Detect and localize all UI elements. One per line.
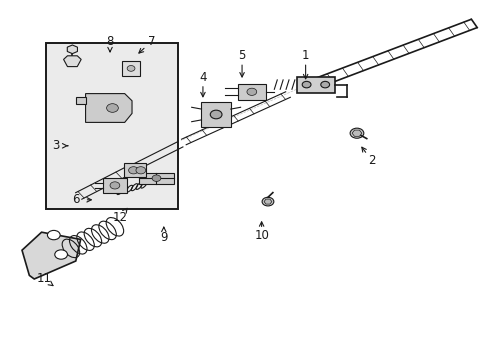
Text: 8: 8 <box>106 35 114 48</box>
Polygon shape <box>139 173 173 184</box>
Circle shape <box>210 110 222 119</box>
Text: 9: 9 <box>160 231 167 244</box>
Circle shape <box>110 182 120 189</box>
Text: 3: 3 <box>52 139 60 152</box>
Text: 12: 12 <box>112 211 127 224</box>
Polygon shape <box>351 130 361 136</box>
Circle shape <box>127 66 135 71</box>
Text: 10: 10 <box>254 229 268 242</box>
Circle shape <box>47 230 60 240</box>
Polygon shape <box>264 199 271 204</box>
Polygon shape <box>102 178 127 193</box>
Polygon shape <box>67 45 77 54</box>
Text: 4: 4 <box>199 71 206 84</box>
Bar <box>46 43 178 209</box>
Polygon shape <box>122 61 140 76</box>
Polygon shape <box>85 94 132 122</box>
Polygon shape <box>296 77 334 93</box>
Circle shape <box>152 175 161 181</box>
Circle shape <box>55 250 67 259</box>
Circle shape <box>302 81 310 88</box>
Circle shape <box>106 104 118 112</box>
Polygon shape <box>63 56 81 67</box>
Polygon shape <box>22 232 81 279</box>
Text: 11: 11 <box>37 273 51 285</box>
Circle shape <box>320 81 329 88</box>
Text: 2: 2 <box>367 154 375 167</box>
Circle shape <box>246 88 256 95</box>
Circle shape <box>136 167 145 174</box>
Polygon shape <box>201 102 230 127</box>
Circle shape <box>262 197 273 206</box>
Circle shape <box>349 128 363 138</box>
Text: 6: 6 <box>72 193 80 206</box>
Circle shape <box>128 167 138 174</box>
Polygon shape <box>76 97 85 104</box>
Text: 5: 5 <box>238 49 245 62</box>
Text: 7: 7 <box>147 35 155 48</box>
Polygon shape <box>123 163 145 177</box>
Text: 1: 1 <box>301 49 309 62</box>
Polygon shape <box>238 84 265 100</box>
